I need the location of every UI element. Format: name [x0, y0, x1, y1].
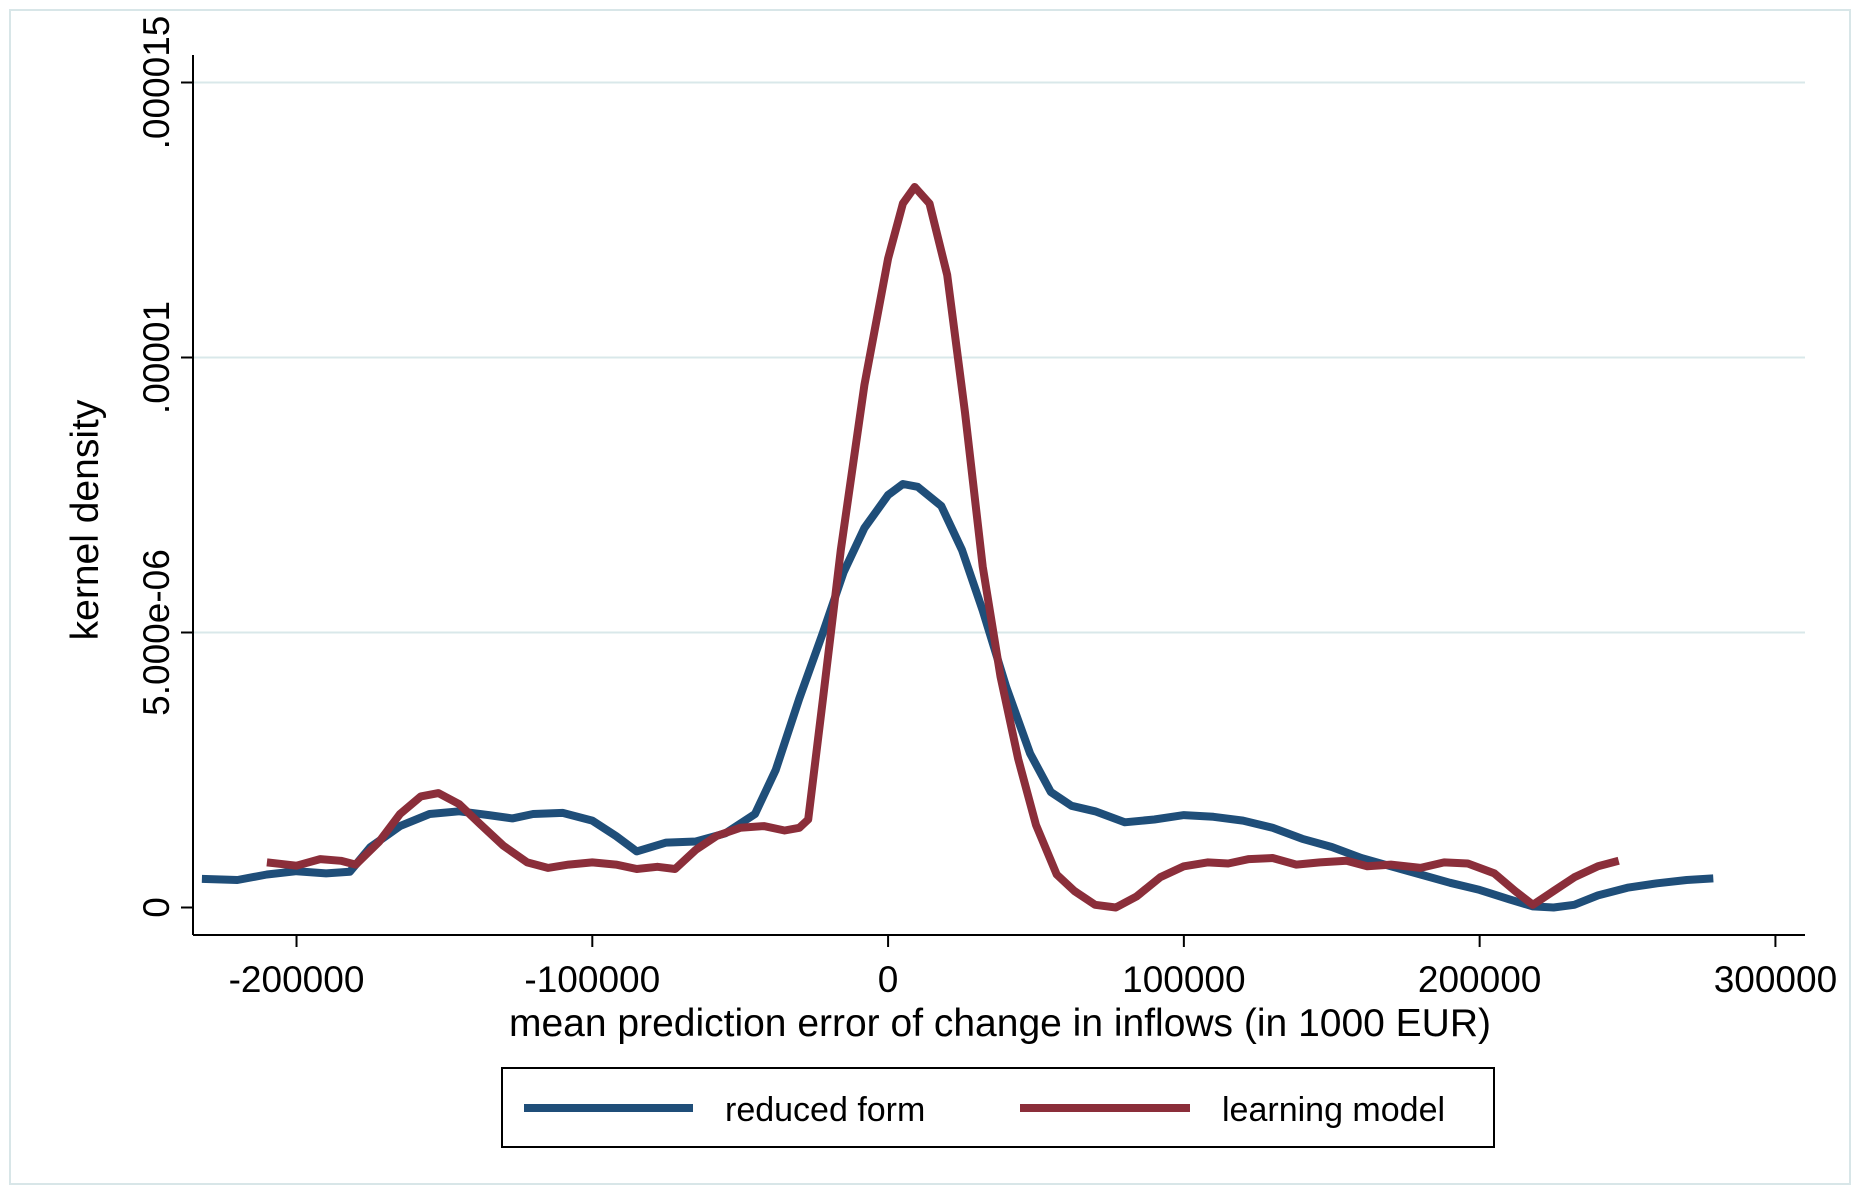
legend-label-learning-model: learning model	[1222, 1091, 1445, 1129]
x-tick-label: 300000	[1714, 959, 1837, 1000]
legend: reduced form learning model	[501, 1067, 1495, 1148]
x-tick-label: 200000	[1418, 959, 1541, 1000]
axes	[192, 55, 1805, 936]
x-axis-label: mean prediction error of change in inflo…	[509, 1002, 1491, 1045]
series-line-reduced-form	[201, 480, 1714, 912]
grid-lines	[193, 81, 1805, 634]
x-tick-label: 0	[878, 959, 899, 1000]
y-tick-label: 5.000e-06	[136, 549, 177, 716]
y-tick-label: 0	[136, 897, 177, 918]
series-lines	[201, 183, 1714, 912]
x-tick-label: -100000	[524, 959, 660, 1000]
x-tick-label: -200000	[229, 959, 365, 1000]
ticks: 0 5.000e-06 .00001 .000015 -200000 -100000 0 10…	[136, 16, 1837, 1000]
x-tick-label: 100000	[1122, 959, 1245, 1000]
y-axis-label: kernel density	[64, 399, 107, 640]
y-tick-label: .000015	[136, 16, 177, 150]
legend-label-reduced-form: reduced form	[725, 1091, 925, 1129]
y-tick-label: .00001	[136, 301, 177, 414]
series-line-learning-model	[266, 183, 1620, 912]
